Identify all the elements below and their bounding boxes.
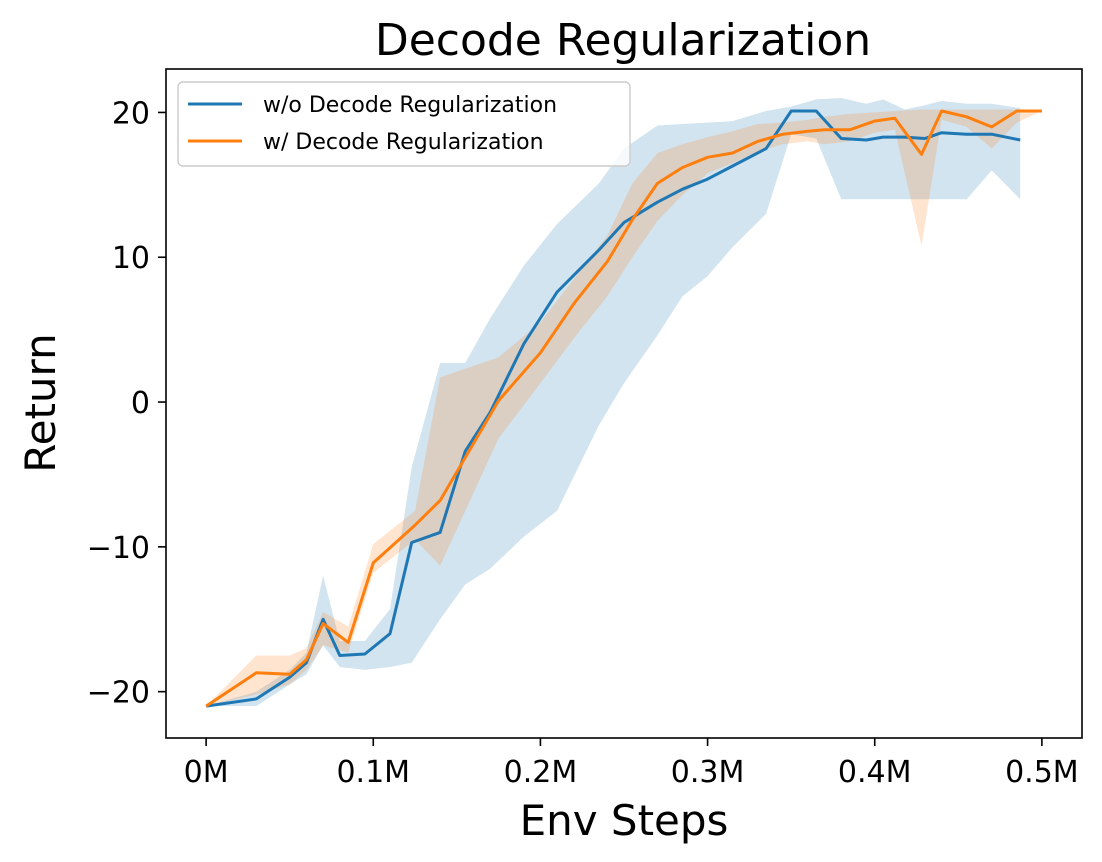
legend: w/o Decode Regularization w/ Decode Regu… <box>177 81 631 167</box>
y-tick-label: 10 <box>112 241 150 276</box>
line-without-decode-regularization <box>205 109 1021 708</box>
band-with-decode-regularization <box>206 109 1042 707</box>
series-lines <box>205 109 1042 708</box>
x-tick-label: 0M <box>184 755 229 790</box>
line-with-decode-regularization <box>205 109 1042 708</box>
y-axis-ticks: −20 −10 0 10 20 <box>87 96 166 711</box>
y-tick-label: −20 <box>87 676 150 711</box>
x-tick-label: 0.3M <box>671 755 745 790</box>
legend-label-with-decode-regularization: w/ Decode Regularization <box>263 130 544 155</box>
x-tick-label: 0.4M <box>838 755 912 790</box>
legend-box <box>177 81 631 167</box>
x-tick-label: 0.5M <box>1005 755 1079 790</box>
x-axis-label: Env Steps <box>520 796 729 845</box>
y-tick-label: 20 <box>112 96 150 131</box>
chart-title: Decode Regularization <box>375 15 871 66</box>
y-tick-label: −10 <box>87 531 150 566</box>
y-axis-label: Return <box>16 333 65 472</box>
x-tick-label: 0.1M <box>336 755 410 790</box>
legend-label-without-decode-regularization: w/o Decode Regularization <box>263 93 557 118</box>
x-axis-ticks: 0M 0.1M 0.2M 0.3M 0.4M 0.5M <box>184 738 1079 790</box>
x-tick-label: 0.2M <box>504 755 578 790</box>
y-tick-label: 0 <box>131 386 150 421</box>
plot-frame <box>165 68 1083 739</box>
